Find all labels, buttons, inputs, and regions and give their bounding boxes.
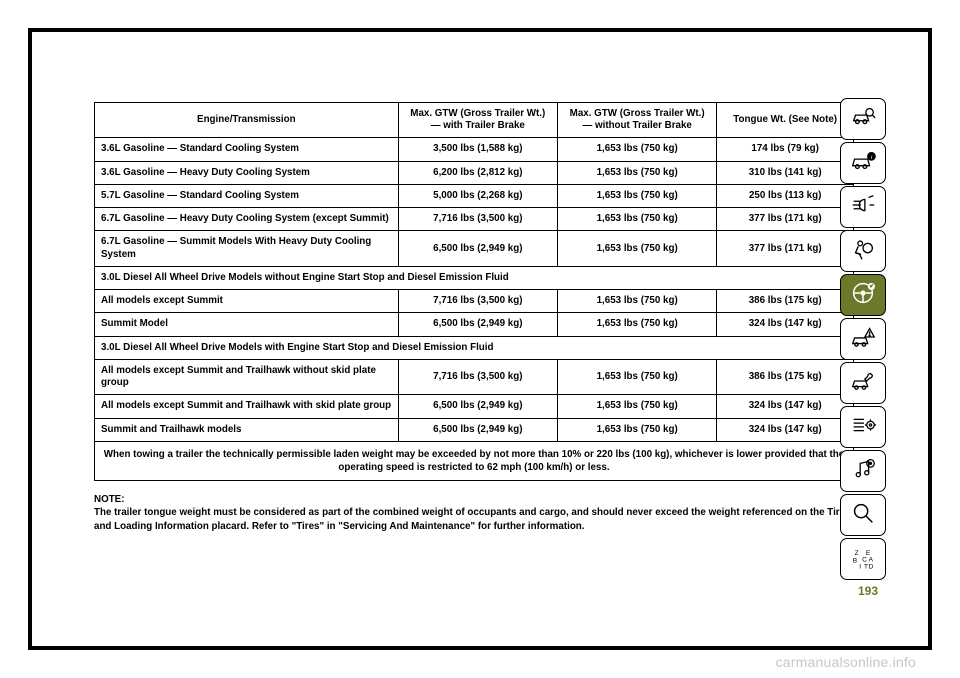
table-section-row: 3.0L Diesel All Wheel Drive Models with … <box>95 336 854 359</box>
cell-value: 377 lbs (171 kg) <box>717 231 854 266</box>
th-gtw-without: Max. GTW (Gross Trailer Wt.) — without T… <box>557 103 716 138</box>
page-frame: Engine/Transmission Max. GTW (Gross Trai… <box>28 28 932 650</box>
cell-value: 6,500 lbs (2,949 kg) <box>398 395 557 418</box>
cell-label: Summit Model <box>95 313 399 336</box>
cell-value: 1,653 lbs (750 kg) <box>557 290 716 313</box>
nav-airbag-button[interactable] <box>840 230 886 272</box>
table-row: All models except Summit and Trailhawk w… <box>95 359 854 394</box>
list-gear-icon <box>848 410 878 445</box>
page-number: 193 <box>858 584 878 598</box>
svg-text:T: T <box>864 563 868 570</box>
cell-value: 1,653 lbs (750 kg) <box>557 418 716 441</box>
cell-value: 6,500 lbs (2,949 kg) <box>398 313 557 336</box>
th-tongue: Tongue Wt. (See Note) <box>717 103 854 138</box>
cell-value: 386 lbs (175 kg) <box>717 359 854 394</box>
car-warning-icon <box>848 322 878 357</box>
cell-value: 1,653 lbs (750 kg) <box>557 138 716 161</box>
nav-multimedia-button[interactable] <box>840 450 886 492</box>
cell-value: 174 lbs (79 kg) <box>717 138 854 161</box>
cell-label: Summit and Trailhawk models <box>95 418 399 441</box>
table-row: 3.6L Gasoline — Heavy Duty Cooling Syste… <box>95 161 854 184</box>
table-row: 3.6L Gasoline — Standard Cooling System … <box>95 138 854 161</box>
cell-value: 250 lbs (113 kg) <box>717 184 854 207</box>
cell-value: 1,653 lbs (750 kg) <box>557 359 716 394</box>
content-area: Engine/Transmission Max. GTW (Gross Trai… <box>94 102 854 533</box>
table-row: Summit and Trailhawk models 6,500 lbs (2… <box>95 418 854 441</box>
cell-value: 7,716 lbs (3,500 kg) <box>398 290 557 313</box>
table-row: 6.7L Gasoline — Summit Models With Heavy… <box>95 231 854 266</box>
cell-value: 7,716 lbs (3,500 kg) <box>398 359 557 394</box>
page: Engine/Transmission Max. GTW (Gross Trai… <box>0 0 960 678</box>
nav-lights-button[interactable] <box>840 186 886 228</box>
cell-value: 324 lbs (147 kg) <box>717 313 854 336</box>
note-body: The trailer tongue weight must be consid… <box>94 507 845 531</box>
cell-value: 310 lbs (141 kg) <box>717 161 854 184</box>
note-block: NOTE: The trailer tongue weight must be … <box>94 493 854 533</box>
th-gtw-with: Max. GTW (Gross Trailer Wt.) — with Trai… <box>398 103 557 138</box>
table-row: 5.7L Gasoline — Standard Cooling System … <box>95 184 854 207</box>
cell-value: 6,500 lbs (2,949 kg) <box>398 231 557 266</box>
table-section-row: 3.0L Diesel All Wheel Drive Models witho… <box>95 266 854 289</box>
search-icon <box>848 498 878 533</box>
cell-value: 6,500 lbs (2,949 kg) <box>398 418 557 441</box>
table-footnote: When towing a trailer the technically pe… <box>94 442 854 481</box>
nav-vehicle-search-button[interactable] <box>840 98 886 140</box>
th-engine: Engine/Transmission <box>95 103 399 138</box>
cell-value: 1,653 lbs (750 kg) <box>557 184 716 207</box>
cell-value: 386 lbs (175 kg) <box>717 290 854 313</box>
cell-value: 7,716 lbs (3,500 kg) <box>398 208 557 231</box>
cell-value: 1,653 lbs (750 kg) <box>557 208 716 231</box>
car-info-icon: i <box>848 146 878 181</box>
cell-value: 1,653 lbs (750 kg) <box>557 161 716 184</box>
cell-label: All models except Summit and Trailhawk w… <box>95 395 399 418</box>
nav-index-button[interactable]: ZBIEACDT <box>840 538 886 580</box>
table-row: 6.7L Gasoline — Heavy Duty Cooling Syste… <box>95 208 854 231</box>
svg-text:I: I <box>859 563 861 570</box>
cell-label: 6.7L Gasoline — Heavy Duty Cooling Syste… <box>95 208 399 231</box>
car-wrench-icon <box>848 366 878 401</box>
table-row: All models except Summit 7,716 lbs (3,50… <box>95 290 854 313</box>
watermark: carmanualsonline.info <box>776 654 916 670</box>
table-row: Summit Model 6,500 lbs (2,949 kg) 1,653 … <box>95 313 854 336</box>
cell-label: All models except Summit <box>95 290 399 313</box>
cell-label: All models except Summit and Trailhawk w… <box>95 359 399 394</box>
table-row: All models except Summit and Trailhawk w… <box>95 395 854 418</box>
cell-label: 5.7L Gasoline — Standard Cooling System <box>95 184 399 207</box>
airbag-icon <box>848 234 878 269</box>
nav-search-button[interactable] <box>840 494 886 536</box>
table-header-row: Engine/Transmission Max. GTW (Gross Trai… <box>95 103 854 138</box>
lights-icon <box>848 190 878 225</box>
svg-text:D: D <box>869 563 874 570</box>
nav-steering-button[interactable] <box>840 274 886 316</box>
car-search-icon <box>848 102 878 137</box>
nav-specs-button[interactable] <box>840 406 886 448</box>
cell-value: 324 lbs (147 kg) <box>717 418 854 441</box>
multimedia-icon <box>848 454 878 489</box>
cell-value: 6,200 lbs (2,812 kg) <box>398 161 557 184</box>
note-title: NOTE: <box>94 494 124 505</box>
index-icon: ZBIEACDT <box>848 542 878 577</box>
cell-value: 5,000 lbs (2,268 kg) <box>398 184 557 207</box>
cell-label: 3.6L Gasoline — Heavy Duty Cooling Syste… <box>95 161 399 184</box>
section-label: 3.0L Diesel All Wheel Drive Models witho… <box>95 266 854 289</box>
steering-wheel-icon <box>848 278 878 313</box>
nav-warning-button[interactable] <box>840 318 886 360</box>
svg-text:B: B <box>853 557 858 564</box>
page-inner: Engine/Transmission Max. GTW (Gross Trai… <box>32 32 928 646</box>
cell-value: 324 lbs (147 kg) <box>717 395 854 418</box>
cell-value: 1,653 lbs (750 kg) <box>557 313 716 336</box>
section-label: 3.0L Diesel All Wheel Drive Models with … <box>95 336 854 359</box>
nav-service-button[interactable] <box>840 362 886 404</box>
cell-value: 377 lbs (171 kg) <box>717 208 854 231</box>
cell-value: 3,500 lbs (1,588 kg) <box>398 138 557 161</box>
cell-label: 3.6L Gasoline — Standard Cooling System <box>95 138 399 161</box>
nav-vehicle-info-button[interactable]: i <box>840 142 886 184</box>
cell-label: 6.7L Gasoline — Summit Models With Heavy… <box>95 231 399 266</box>
svg-text:Z: Z <box>855 550 859 557</box>
towing-table: Engine/Transmission Max. GTW (Gross Trai… <box>94 102 854 442</box>
cell-value: 1,653 lbs (750 kg) <box>557 395 716 418</box>
cell-value: 1,653 lbs (750 kg) <box>557 231 716 266</box>
sidebar: i <box>840 98 886 580</box>
